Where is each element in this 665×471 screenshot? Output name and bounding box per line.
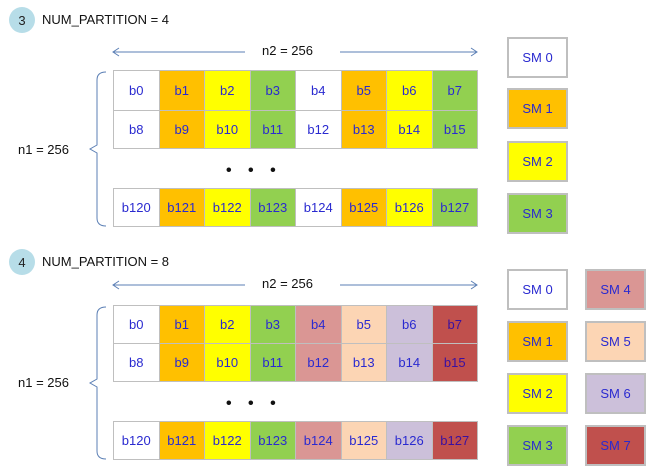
block-cell: b4 (295, 305, 342, 344)
n2-arrow-right (340, 47, 478, 57)
block-cell: b0 (113, 70, 160, 111)
block-cell: b123 (249, 421, 296, 460)
block-cell: b121 (158, 421, 205, 460)
block-cell: b8 (113, 343, 160, 382)
n1-brace (88, 306, 107, 460)
n1-label: n1 = 256 (18, 142, 69, 157)
ellipsis: • • • (226, 162, 282, 179)
block-cell: b121 (158, 188, 205, 227)
block-cell: b120 (113, 188, 160, 227)
block-cell: b122 (204, 188, 251, 227)
block-cell: b13 (340, 110, 387, 149)
section-title: NUM_PARTITION = 4 (42, 12, 170, 27)
sm-legend-6: SM 6 (585, 373, 646, 414)
block-cell: b126 (386, 421, 433, 460)
block-cell: b122 (204, 421, 251, 460)
block-cell: b120 (113, 421, 160, 460)
block-cell: b3 (249, 305, 296, 344)
n1-brace (88, 71, 107, 227)
block-cell: b11 (249, 110, 296, 149)
sm-legend-7: SM 7 (585, 425, 646, 466)
block-cell: b125 (340, 188, 387, 227)
n1-label: n1 = 256 (18, 375, 69, 390)
sm-legend-2: SM 2 (507, 373, 568, 414)
step-badge: 3 (9, 7, 35, 33)
block-cell: b127 (431, 188, 478, 227)
n2-arrow-right (340, 280, 478, 290)
block-cell: b10 (204, 343, 251, 382)
block-cell: b13 (340, 343, 387, 382)
block-cell: b5 (340, 305, 387, 344)
block-cell: b14 (386, 343, 433, 382)
block-cell: b4 (295, 70, 342, 111)
block-cell: b7 (431, 305, 478, 344)
block-cell: b11 (249, 343, 296, 382)
block-cell: b7 (431, 70, 478, 111)
sm-legend-0: SM 0 (507, 269, 568, 310)
block-cell: b127 (431, 421, 478, 460)
sm-legend-3: SM 3 (507, 193, 568, 234)
step-badge: 4 (9, 249, 35, 275)
block-cell: b6 (386, 305, 433, 344)
block-cell: b12 (295, 343, 342, 382)
block-cell: b15 (431, 110, 478, 149)
n2-arrow-left (112, 280, 245, 290)
block-cell: b5 (340, 70, 387, 111)
block-cell: b2 (204, 305, 251, 344)
ellipsis: • • • (226, 395, 282, 412)
block-cell: b126 (386, 188, 433, 227)
block-cell: b125 (340, 421, 387, 460)
block-cell: b124 (295, 421, 342, 460)
block-cell: b1 (158, 305, 205, 344)
sm-legend-0: SM 0 (507, 37, 568, 78)
block-cell: b8 (113, 110, 160, 149)
sm-legend-2: SM 2 (507, 141, 568, 182)
block-cell: b10 (204, 110, 251, 149)
n2-arrow-left (112, 47, 245, 57)
section-title: NUM_PARTITION = 8 (42, 254, 170, 269)
n2-label: n2 = 256 (262, 276, 313, 291)
sm-legend-4: SM 4 (585, 269, 646, 310)
n2-label: n2 = 256 (262, 43, 313, 58)
block-cell: b6 (386, 70, 433, 111)
block-cell: b14 (386, 110, 433, 149)
sm-legend-5: SM 5 (585, 321, 646, 362)
block-cell: b0 (113, 305, 160, 344)
block-cell: b9 (158, 343, 205, 382)
sm-legend-1: SM 1 (507, 321, 568, 362)
sm-legend-3: SM 3 (507, 425, 568, 466)
block-cell: b12 (295, 110, 342, 149)
block-cell: b15 (431, 343, 478, 382)
sm-legend-1: SM 1 (507, 88, 568, 129)
